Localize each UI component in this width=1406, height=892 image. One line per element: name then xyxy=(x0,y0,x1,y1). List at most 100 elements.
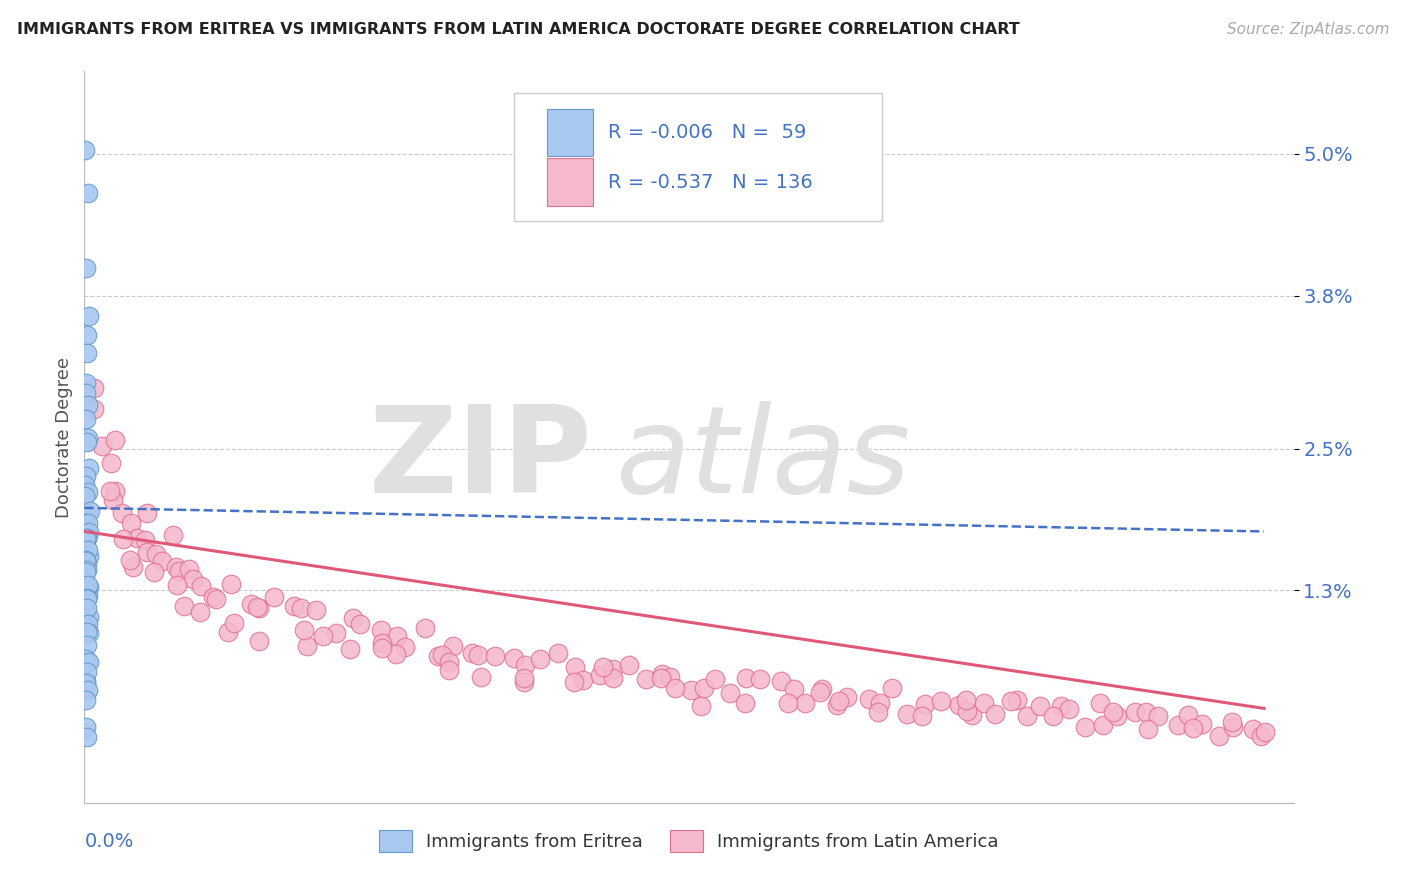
Point xyxy=(75,478,97,492)
Point xyxy=(77,398,100,412)
Point xyxy=(76,624,98,639)
Point xyxy=(75,554,97,568)
Point xyxy=(484,649,506,664)
Point xyxy=(77,609,100,624)
Point xyxy=(413,621,436,635)
Point xyxy=(1135,705,1157,719)
Point xyxy=(75,385,97,400)
Point xyxy=(135,544,157,558)
Point xyxy=(882,681,904,695)
Point xyxy=(439,655,461,669)
Point xyxy=(75,548,97,562)
Point xyxy=(370,623,392,637)
Point xyxy=(748,672,770,686)
Point xyxy=(127,532,149,546)
Point xyxy=(222,615,245,630)
Point xyxy=(173,599,195,613)
Point xyxy=(305,603,328,617)
Point xyxy=(437,664,460,678)
Text: 0.0%: 0.0% xyxy=(84,832,134,851)
Point xyxy=(651,666,673,681)
Point xyxy=(76,591,98,606)
Point xyxy=(1042,708,1064,723)
Point xyxy=(432,648,454,662)
Point xyxy=(384,647,406,661)
Point xyxy=(948,698,970,713)
Point xyxy=(75,675,97,690)
Point xyxy=(75,602,97,616)
Point xyxy=(617,657,640,672)
Point xyxy=(75,651,97,665)
Point xyxy=(75,376,97,390)
Point xyxy=(75,489,97,503)
Point xyxy=(77,460,100,475)
Point xyxy=(76,542,98,557)
Point xyxy=(75,693,97,707)
Point xyxy=(77,580,100,594)
Point xyxy=(592,659,614,673)
Point xyxy=(76,683,98,698)
Point xyxy=(339,642,361,657)
Point xyxy=(858,692,880,706)
Point xyxy=(1005,693,1028,707)
Point xyxy=(166,578,188,592)
Point xyxy=(143,566,166,580)
Point xyxy=(342,611,364,625)
Point xyxy=(263,590,285,604)
Point xyxy=(76,345,98,359)
Point xyxy=(76,526,98,541)
Point xyxy=(77,626,100,640)
Point xyxy=(73,516,96,530)
Point xyxy=(217,624,239,639)
Point xyxy=(825,698,848,712)
Text: Source: ZipAtlas.com: Source: ZipAtlas.com xyxy=(1226,22,1389,37)
FancyBboxPatch shape xyxy=(547,159,593,206)
Point xyxy=(83,402,105,417)
Text: R = -0.537   N = 136: R = -0.537 N = 136 xyxy=(607,173,813,192)
Point xyxy=(75,411,97,425)
Point xyxy=(76,656,98,670)
Point xyxy=(866,705,889,719)
Point xyxy=(77,578,100,592)
Point xyxy=(1181,722,1204,736)
Point xyxy=(76,431,98,445)
Point xyxy=(75,531,97,545)
Point xyxy=(104,483,127,498)
Point xyxy=(564,660,586,674)
Point xyxy=(1241,722,1264,736)
Point xyxy=(103,493,125,508)
Y-axis label: Doctorate Degree: Doctorate Degree xyxy=(55,357,73,517)
Point xyxy=(1222,720,1244,734)
Point xyxy=(1167,718,1189,732)
Point xyxy=(602,671,624,685)
Point xyxy=(973,696,995,710)
Point xyxy=(1091,718,1114,732)
Point xyxy=(572,673,595,688)
Point xyxy=(1074,720,1097,734)
Point xyxy=(167,564,190,578)
Point xyxy=(75,469,97,483)
Point xyxy=(515,657,537,672)
Point xyxy=(181,572,204,586)
Point xyxy=(75,552,97,566)
Point xyxy=(75,615,97,630)
Point xyxy=(513,671,536,685)
Point xyxy=(77,525,100,540)
Point xyxy=(312,629,335,643)
Point xyxy=(441,639,464,653)
Point xyxy=(467,648,489,663)
Point xyxy=(76,730,98,744)
Text: IMMIGRANTS FROM ERITREA VS IMMIGRANTS FROM LATIN AMERICA DOCTORATE DEGREE CORREL: IMMIGRANTS FROM ERITREA VS IMMIGRANTS FR… xyxy=(17,22,1019,37)
Point xyxy=(162,528,184,542)
Point xyxy=(79,309,101,323)
Point xyxy=(79,549,101,563)
Point xyxy=(76,508,98,522)
Point xyxy=(100,456,122,470)
Point xyxy=(76,327,98,342)
Point xyxy=(75,583,97,598)
Point xyxy=(76,516,98,531)
Point xyxy=(502,651,524,665)
Point xyxy=(136,506,159,520)
Point xyxy=(734,696,756,710)
Point xyxy=(79,504,101,518)
